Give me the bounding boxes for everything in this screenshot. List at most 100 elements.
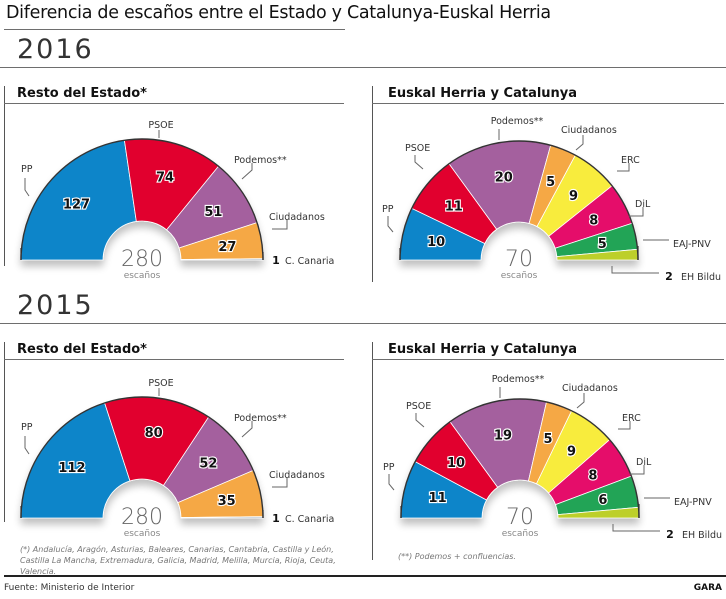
party-label-eh-bildu: EH Bildu [681, 272, 721, 283]
title-divider-left [4, 29, 344, 30]
year-2016-divider [0, 67, 726, 68]
segment-value-pp: 10 [427, 235, 445, 250]
party-label-pp: PP [382, 204, 394, 215]
total-seats: 280 [121, 505, 163, 530]
party-seats-c-canaria: 1 [272, 512, 280, 525]
party-label-eaj-pnv: EAJ-PNV [673, 239, 711, 250]
segment-value-eaj-pnv: 6 [598, 493, 607, 508]
panel-title-euskal-2015: Euskal Herria y Catalunya [388, 342, 578, 357]
segment-value-pp: 11 [429, 491, 447, 506]
panel-underline-resto-2015 [4, 359, 344, 360]
chart-segments [20, 138, 264, 261]
party-label-erc: ERC [621, 155, 640, 166]
leader-line-eh-bildu [612, 524, 660, 532]
party-label-pp: PP [21, 164, 33, 175]
panel-left-border-2015 [4, 342, 5, 522]
brand-logo: GARA [693, 583, 722, 593]
segment-value-podemos: 19 [494, 429, 512, 444]
party-label-dil: DiL [635, 199, 651, 210]
leader-line-pp [387, 216, 394, 233]
segment-value-psoe: 11 [445, 200, 463, 215]
party-label-dil: DiL [636, 457, 652, 468]
leader-line-podemos [241, 163, 253, 180]
segment-value-ciudadanos: 5 [544, 432, 553, 447]
segment-value-podemos: 20 [495, 170, 513, 185]
panel-underline-euskal-2016 [372, 103, 724, 104]
party-label-psoe: PSOE [148, 120, 173, 131]
party-label-c-canaria: C. Canaria [285, 256, 334, 267]
total-seats: 70 [505, 247, 533, 272]
outer-arc [400, 398, 640, 519]
party-label-ciudadanos: Ciudadanos [562, 383, 618, 394]
party-label-ciudadanos: Ciudadanos [561, 125, 617, 136]
party-label-psoe: PSOE [148, 378, 173, 389]
chart-segments [399, 140, 639, 261]
infographic-title: Diferencia de escaños entre el Estado y … [6, 3, 551, 23]
year-2016-heading: 2016 [17, 34, 94, 65]
segment-value-dil: 8 [589, 214, 598, 229]
total-seats-label: escaños [124, 529, 161, 539]
party-label-pp: PP [383, 462, 395, 473]
party-label-c-canaria: C. Canaria [285, 514, 334, 525]
chart-segments [20, 396, 264, 519]
party-label-ciudadanos: Ciudadanos [269, 212, 325, 223]
segment-value-eaj-pnv: 5 [598, 237, 607, 252]
segment-value-podemos: 51 [204, 205, 222, 220]
outer-arc [399, 140, 639, 261]
segment-value-psoe: 80 [145, 426, 163, 441]
party-label-eh-bildu: EH Bildu [682, 530, 722, 541]
party-label-podemos: Podemos** [491, 116, 544, 127]
leader-line-pp [24, 436, 30, 455]
party-label-erc: ERC [622, 413, 641, 424]
segment-value-pp: 127 [63, 197, 90, 212]
segment-value-erc: 9 [567, 444, 576, 459]
leader-line-ciudadanos [272, 478, 288, 488]
party-label-eaj-pnv: EAJ-PNV [674, 497, 712, 508]
segment-value-podemos: 52 [199, 457, 217, 472]
outer-arc [20, 396, 264, 519]
leader-line-psoe [415, 413, 425, 428]
leader-line-pp [388, 474, 395, 491]
total-seats: 70 [506, 505, 534, 530]
footer-divider [4, 575, 726, 577]
panel-title-resto-2016: Resto del Estado* [17, 86, 147, 101]
leader-line-dil [630, 465, 645, 475]
segment-value-ciudadanos: 5 [546, 175, 555, 190]
panel-underline-resto-2016 [4, 103, 344, 104]
source-text: Fuente: Ministerio de Interior [4, 583, 135, 593]
footnote-podemos: (**) Podemos + confluencias. [398, 552, 516, 561]
leader-line-ciudadanos [272, 220, 288, 230]
segment-value-ciudadanos: 35 [218, 494, 236, 509]
total-seats-label: escaños [502, 529, 539, 539]
party-label-podemos: Podemos** [234, 155, 287, 166]
total-seats: 280 [121, 247, 163, 272]
year-2015-heading: 2015 [17, 290, 94, 321]
leader-line-erc [617, 163, 630, 172]
total-seats-label: escaños [501, 271, 538, 281]
panel-title-resto-2015: Resto del Estado* [17, 342, 147, 357]
segment-value-psoe: 74 [156, 171, 174, 186]
total-seats-label: escaños [124, 271, 161, 281]
leader-line-ciudadanos [575, 135, 584, 151]
year-2015-divider [0, 323, 726, 324]
segment-value-dil: 8 [588, 468, 597, 483]
outer-arc [20, 138, 264, 261]
party-label-pp: PP [21, 422, 33, 433]
leader-line-eh-bildu [611, 266, 659, 274]
party-seats-eh-bildu: 2 [666, 528, 674, 541]
party-label-podemos: Podemos** [234, 413, 287, 424]
panel-title-euskal-2016: Euskal Herria y Catalunya [388, 86, 578, 101]
leader-line-ciudadanos [576, 393, 585, 409]
leader-line-psoe [414, 155, 424, 170]
leader-line-pp [24, 178, 30, 197]
panel-left-border-2016 [4, 86, 5, 266]
party-seats-c-canaria: 1 [272, 254, 280, 267]
party-label-ciudadanos: Ciudadanos [269, 470, 325, 481]
panel-right-border-2015 [372, 342, 373, 560]
panel-underline-euskal-2015 [372, 359, 724, 360]
